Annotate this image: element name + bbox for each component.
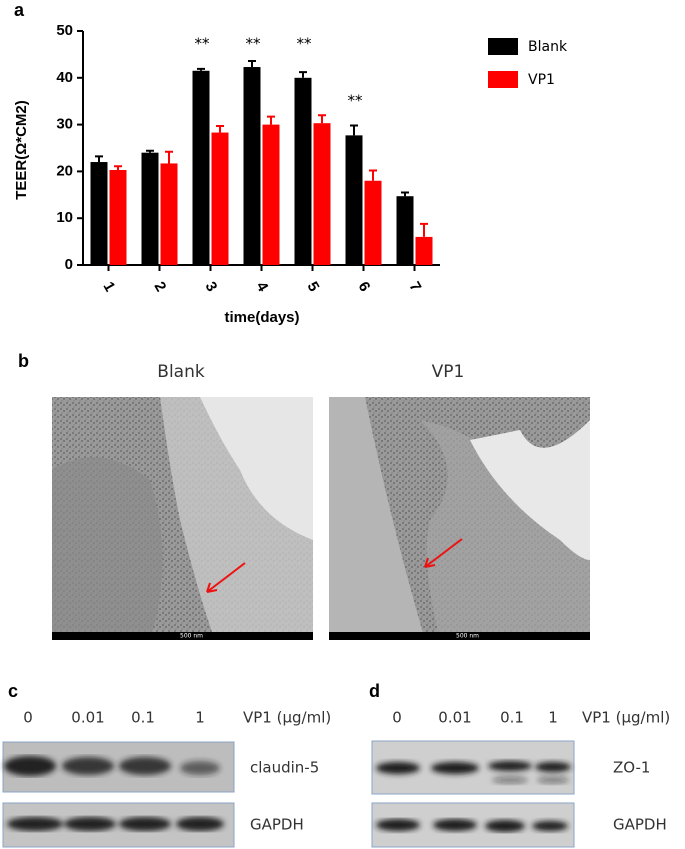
blot-label: GAPDH	[250, 816, 304, 834]
bar	[262, 124, 280, 265]
y-tick-label: 50	[56, 22, 73, 39]
error-bar	[299, 71, 307, 78]
bar	[396, 196, 414, 265]
error-bar	[369, 169, 377, 181]
error-bar	[114, 165, 122, 170]
error-bar	[95, 155, 103, 163]
bar	[90, 162, 108, 265]
image-title: VP1	[432, 362, 465, 382]
error-bar	[420, 222, 428, 237]
x-tick-label: 1	[100, 279, 119, 295]
panel-label: a	[14, 0, 25, 20]
y-axis-label: TEER(Ω*CM2)	[13, 100, 30, 200]
blot-panel: 0 0.01 0.1 1 VP1 (μg/ml) ZO-1 GAPDH	[392, 709, 670, 834]
lane-label: 0.1	[131, 709, 155, 727]
scale-bar-label: 500 nm	[180, 633, 203, 640]
scale-bar-label: 500 nm	[456, 633, 479, 640]
bar	[192, 70, 210, 265]
error-bar	[318, 114, 326, 124]
y-tick-label: 20	[56, 162, 73, 179]
bar	[364, 180, 382, 265]
legend-label: Blank	[528, 39, 568, 55]
blot-panel: 0 0.01 0.1 1 VP1 (μg/ml) claudin-5 GAPDH	[23, 709, 331, 834]
lane-label: 0.01	[71, 709, 104, 727]
em-image: 500 nm	[329, 397, 590, 640]
error-bar	[165, 150, 173, 164]
x-tick-label: 6	[355, 279, 374, 295]
significance-mark: **	[297, 35, 313, 53]
bar	[243, 67, 261, 265]
error-bar	[350, 124, 358, 136]
x-tick-label: 3	[202, 279, 221, 295]
x-tick-label: 5	[304, 279, 323, 295]
legend-swatch	[488, 71, 518, 88]
error-bar	[401, 191, 409, 197]
bar	[294, 77, 312, 265]
bar	[141, 152, 159, 265]
error-bar	[146, 149, 154, 153]
bar	[211, 132, 229, 265]
error-bar	[197, 67, 205, 71]
x-tick-label: 7	[406, 279, 425, 295]
lane-label: 1	[548, 709, 558, 727]
y-tick-label: 30	[56, 116, 73, 133]
x-tick-label: 2	[151, 279, 170, 295]
legend-label: VP1	[528, 72, 555, 88]
significance-mark: **	[195, 35, 211, 53]
lane-label: 0	[23, 709, 33, 727]
em-image: 500 nm	[52, 397, 313, 640]
bar	[415, 236, 433, 265]
treatment-label: VP1 (μg/ml)	[243, 709, 331, 727]
y-tick-label: 10	[56, 209, 73, 226]
bar	[109, 169, 127, 265]
bar	[345, 135, 363, 265]
lane-label: 1	[195, 709, 205, 727]
x-tick-label: 4	[253, 279, 272, 295]
lane-label: 0	[392, 709, 402, 727]
image-title: Blank	[157, 362, 205, 382]
legend-swatch	[488, 38, 518, 55]
blot-label: claudin-5	[250, 759, 319, 777]
blot	[2, 741, 235, 848]
error-bar	[267, 115, 275, 125]
y-tick-label: 40	[56, 69, 73, 86]
panel-label: b	[18, 351, 29, 371]
treatment-label: VP1 (μg/ml)	[582, 709, 670, 727]
error-bar	[216, 125, 224, 133]
significance-mark: **	[348, 92, 364, 110]
panel-label: d	[369, 681, 380, 701]
y-tick-label: 0	[65, 256, 73, 273]
error-bar	[248, 59, 256, 68]
blot	[371, 740, 575, 848]
bar	[313, 123, 331, 265]
significance-mark: **	[246, 35, 262, 53]
bar-chart: 0 10 20 30 40 50 1 2 3 4 5 6 7 ** ** ** ** Blank VP1	[56, 22, 568, 295]
x-axis-label: time(days)	[224, 309, 299, 326]
bar	[160, 163, 178, 265]
lane-label: 0.1	[500, 709, 524, 727]
panel-label: c	[8, 681, 18, 701]
blot-label: ZO-1	[613, 759, 650, 777]
lane-label: 0.01	[438, 709, 471, 727]
blot-label: GAPDH	[613, 816, 667, 834]
